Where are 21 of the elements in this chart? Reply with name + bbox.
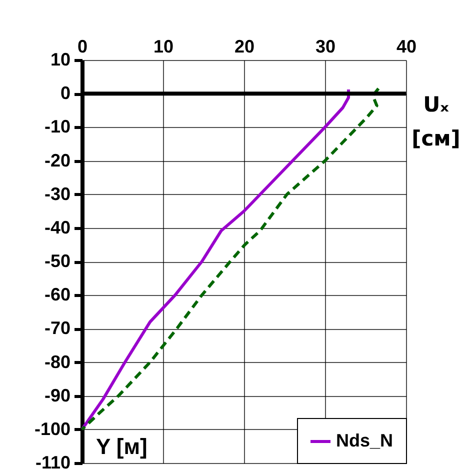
y-axis-title: Y [м] (96, 434, 148, 459)
y-tick-label: -40 (44, 217, 70, 238)
x-tick-label: 40 (396, 36, 417, 56)
x-tick-label: 30 (315, 36, 336, 56)
y-tick-label: -80 (44, 352, 70, 372)
legend-label: Nds_N (336, 430, 394, 450)
y-tick-label: -20 (44, 150, 70, 170)
y-tick-label: -30 (44, 184, 70, 204)
x-tick-label: 10 (153, 36, 174, 56)
y-tick-label: -110 (35, 452, 70, 470)
y-tick-label: 0 (60, 83, 70, 104)
y-tick-label: -60 (44, 284, 70, 305)
y-tick-label: -100 (34, 418, 70, 439)
y-tick-label: -10 (44, 116, 70, 137)
y-tick-label: -90 (44, 385, 70, 406)
x-tick-label: 0 (77, 36, 88, 56)
y-tick-label: -70 (44, 318, 70, 338)
y-tick-label: 10 (50, 50, 70, 70)
x-tick-label: 20 (234, 36, 255, 56)
y-tick-label: -50 (44, 251, 70, 271)
x-axis-title: Uₓ [см] (412, 92, 460, 151)
